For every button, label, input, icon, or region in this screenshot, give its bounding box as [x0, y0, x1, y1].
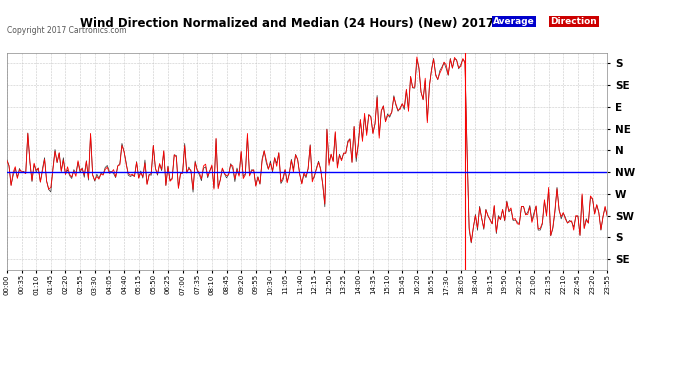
Text: Average: Average	[493, 17, 535, 26]
Text: Copyright 2017 Cartronics.com: Copyright 2017 Cartronics.com	[7, 26, 126, 35]
Text: Wind Direction Normalized and Median (24 Hours) (New) 20170407: Wind Direction Normalized and Median (24…	[80, 17, 527, 30]
Text: Direction: Direction	[551, 17, 598, 26]
